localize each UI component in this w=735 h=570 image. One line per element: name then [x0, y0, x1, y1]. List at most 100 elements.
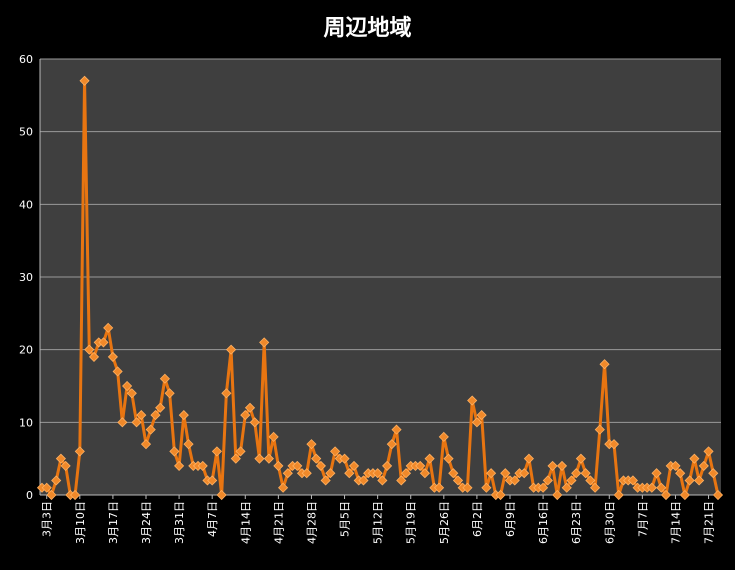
data-point — [434, 482, 445, 493]
data-point — [462, 482, 473, 493]
data-point — [660, 489, 672, 501]
data-point — [443, 453, 454, 464]
data-point — [306, 439, 317, 450]
data-point — [169, 446, 180, 457]
data-point — [585, 475, 596, 486]
data-point — [556, 460, 568, 471]
x-tick-label: 6月2日 — [471, 501, 484, 537]
data-point — [140, 439, 152, 450]
data-point — [268, 431, 279, 442]
data-point — [523, 453, 534, 464]
x-tick-label: 5月19日 — [405, 501, 418, 544]
y-tick-label: 60 — [19, 53, 33, 66]
x-tick-label: 6月23日 — [570, 501, 583, 544]
x-tick-label: 3月17日 — [107, 501, 120, 544]
x-tick-label: 5月12日 — [372, 501, 385, 544]
data-point — [415, 460, 426, 471]
x-tick-label: 5月5日 — [339, 501, 352, 537]
data-point — [547, 460, 558, 471]
data-point — [41, 482, 52, 493]
data-point — [386, 439, 397, 450]
data-point — [74, 446, 85, 457]
data-point — [107, 351, 118, 362]
data-point — [230, 453, 241, 464]
data-point — [79, 75, 90, 86]
chart-title: 周辺地域 — [323, 16, 412, 41]
data-point — [98, 337, 109, 348]
data-point — [396, 475, 407, 486]
y-tick-label: 30 — [19, 271, 33, 284]
data-point — [103, 322, 114, 333]
data-point — [599, 359, 610, 370]
x-tick-label: 4月7日 — [206, 501, 219, 537]
x-tick-label: 4月28日 — [305, 501, 318, 544]
x-tick-label: 6月16日 — [537, 501, 550, 544]
data-point — [315, 460, 326, 471]
y-tick-label: 10 — [19, 416, 33, 429]
data-point — [509, 475, 520, 486]
x-tick-label: 3月24日 — [140, 501, 153, 544]
data-point — [419, 468, 430, 479]
x-tick-label: 6月30日 — [603, 501, 616, 544]
data-point — [348, 460, 360, 471]
data-point — [211, 446, 222, 457]
data-point — [344, 468, 355, 479]
data-point — [476, 410, 487, 421]
data-point — [694, 475, 705, 486]
data-point — [207, 475, 218, 486]
data-point — [70, 489, 81, 501]
data-point — [679, 489, 690, 501]
data-point — [122, 380, 133, 392]
data-point — [424, 453, 435, 464]
data-point — [325, 468, 336, 479]
data-point — [590, 482, 601, 493]
y-tick-label: 40 — [19, 198, 33, 211]
data-point — [320, 475, 331, 486]
data-point — [278, 482, 289, 493]
data-point — [164, 388, 175, 399]
data-point — [608, 439, 620, 450]
data-point — [311, 453, 322, 464]
data-point — [273, 460, 284, 471]
data-point — [372, 468, 383, 479]
data-point — [301, 468, 312, 479]
data-point — [131, 417, 142, 428]
data-point — [249, 417, 260, 428]
data-point — [400, 468, 412, 479]
data-point — [136, 410, 147, 421]
data-point — [145, 424, 156, 435]
data-point — [339, 453, 350, 464]
data-point — [538, 482, 549, 493]
data-point — [183, 439, 194, 450]
data-point — [703, 446, 714, 457]
data-point — [60, 460, 71, 471]
data-point — [46, 489, 57, 501]
data-point — [486, 468, 497, 479]
data-point — [613, 489, 624, 501]
y-tick-label: 50 — [19, 126, 33, 139]
data-point — [330, 446, 341, 457]
x-tick-label: 7月14日 — [669, 501, 682, 544]
x-tick-label: 7月21日 — [703, 501, 716, 544]
data-point — [244, 402, 256, 413]
y-tick-label: 20 — [19, 344, 33, 357]
data-point — [155, 402, 166, 413]
data-point — [55, 453, 66, 464]
data-point — [712, 489, 724, 501]
data-point — [216, 489, 227, 501]
x-tick-label: 3月3日 — [41, 501, 54, 537]
data-point — [519, 468, 530, 479]
x-tick-label: 6月9日 — [504, 501, 517, 537]
data-point — [467, 395, 478, 406]
data-point — [561, 482, 572, 493]
data-point — [656, 482, 667, 493]
data-point — [197, 460, 208, 471]
data-point — [84, 344, 95, 355]
data-point — [495, 489, 506, 501]
data-point — [552, 489, 563, 501]
data-point — [282, 468, 293, 479]
data-point — [254, 453, 265, 464]
data-point — [651, 468, 662, 479]
data-point — [684, 475, 695, 486]
